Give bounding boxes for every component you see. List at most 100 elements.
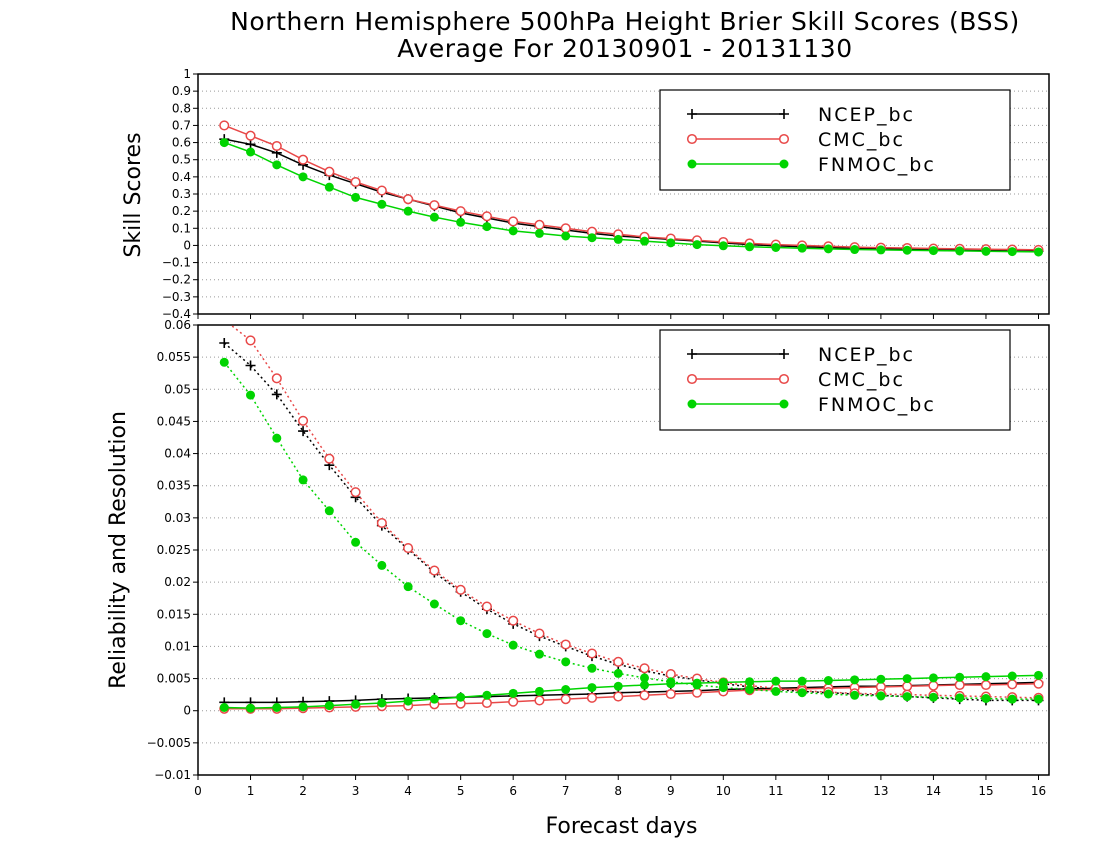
resolution-cmc-bc-point (429, 565, 440, 576)
fnmoc-bc-point (902, 245, 912, 255)
y-tick-label: 0.8 (172, 101, 191, 115)
fnmoc-bc-point (456, 217, 466, 227)
y-tick-label: −0.4 (162, 307, 191, 321)
resolution-cmc-bc-point (245, 335, 256, 346)
y-tick-label: 1 (183, 67, 191, 81)
legend-ncep-bc-marker (779, 349, 789, 359)
fnmoc-bc-point (692, 240, 702, 250)
cmc-bc-point (455, 206, 466, 217)
resolution-fnmoc-bc-point (823, 689, 833, 699)
plot-area (219, 120, 1044, 257)
reliability-fnmoc-bc-point (219, 703, 229, 712)
reliability-cmc-bc-point (1033, 678, 1044, 689)
fnmoc-bc-point (876, 245, 886, 255)
reliability-fnmoc-bc-point (1007, 671, 1017, 681)
reliability-cmc-bc-point (902, 681, 913, 692)
fnmoc-bc-point (613, 234, 623, 244)
legend: NCEP_bc CMC_bc FNMOC_bc (659, 329, 1011, 431)
reliability-cmc-bc-point (613, 691, 624, 702)
fnmoc-bc-point (1033, 247, 1043, 257)
cmc-bc-point (376, 185, 387, 196)
x-tick-label: 4 (404, 784, 412, 798)
fnmoc-bc-point (850, 245, 860, 255)
fnmoc-bc-point (534, 228, 544, 238)
legend-fnmoc-bc-marker (779, 399, 789, 409)
plot-frame (197, 324, 1050, 776)
y-tick-label: 0.055 (157, 350, 191, 364)
fnmoc-bc-point (324, 182, 334, 192)
reliability-fnmoc-bc-point (456, 692, 466, 702)
resolution-cmc-bc-point (271, 373, 282, 384)
cmc-bc-point (271, 140, 282, 152)
chart-subtitle: Average For 20130901 - 20131130 (397, 34, 853, 63)
y-tick-label: 0.015 (157, 607, 191, 621)
reliability-cmc-bc-point (691, 687, 703, 698)
x-tick-label: 14 (926, 784, 941, 798)
reliability-fnmoc-bc-point (429, 694, 439, 704)
resolution-fnmoc-bc-point (981, 694, 991, 703)
y-tick-label: 0.025 (157, 543, 191, 557)
y-tick-label: −0.3 (162, 290, 191, 304)
chart-title: Northern Hemisphere 500hPa Height Brier … (230, 7, 1020, 36)
reliability-fnmoc-bc-point (534, 686, 544, 696)
legend-ncep-bc-label: NCEP_bc (818, 344, 915, 366)
fnmoc-bc-point (403, 206, 413, 216)
legend-ncep-bc-marker (687, 109, 697, 119)
resolution-fnmoc-bc-point (1033, 694, 1043, 704)
resolution-fnmoc-bc-point (771, 686, 781, 696)
y-tick-label: 0.6 (172, 136, 191, 150)
fnmoc-bc-point (955, 246, 965, 256)
resolution-cmc-bc-point (376, 517, 387, 529)
resolution-cmc-bc-point (403, 543, 414, 554)
cmc-bc-point (298, 154, 309, 165)
y-tick-label: 0.045 (157, 414, 191, 428)
cmc-bc-point (508, 216, 519, 227)
plot-frame (197, 73, 1050, 315)
resolution-fnmoc-bc-point (534, 649, 544, 659)
reliability-cmc-bc-point (586, 692, 598, 703)
y-tick-label: 0 (183, 704, 191, 718)
resolution-cmc-bc-point (324, 453, 335, 464)
y-tick-label: 0.9 (172, 84, 191, 98)
resolution-fnmoc-bc-point (613, 668, 623, 678)
reliability-fnmoc-bc-point (1033, 670, 1043, 680)
x-axis-label: Forecast days (545, 814, 697, 839)
fnmoc-bc-point (272, 160, 282, 170)
legend-fnmoc-bc-marker (687, 159, 697, 169)
y-tick-label: −0.005 (147, 736, 191, 750)
y-axis-label: Reliability and Resolution (106, 411, 131, 689)
reliability-fnmoc-bc-point (272, 703, 282, 712)
y-tick-label: −0.2 (162, 273, 191, 287)
resolution-fnmoc-bc-point (377, 560, 387, 570)
y-axis-label: Skill Scores (121, 132, 146, 257)
x-tick-label: 1 (247, 784, 255, 798)
legend-fnmoc-bc-marker (687, 399, 697, 409)
reliability-fnmoc-bc-point (745, 677, 755, 687)
fnmoc-bc-point (377, 199, 387, 209)
resolution-fnmoc-bc-point (587, 663, 597, 673)
resolution-fnmoc-bc-point (429, 599, 439, 609)
x-tick-label: 5 (457, 784, 465, 798)
resolution-fnmoc-bc-point (403, 582, 413, 592)
resolution-fnmoc-bc-point (928, 692, 938, 702)
reliability-cmc-bc-point (639, 690, 650, 701)
y-tick-label: 0.3 (172, 187, 191, 201)
legend-box (659, 329, 1011, 431)
reliability-cmc-bc-point (665, 688, 676, 700)
cmc-bc-point (481, 211, 492, 222)
reliability-fnmoc-bc-point (377, 698, 387, 708)
resolution-fnmoc-bc-point (955, 693, 965, 703)
resolution-fnmoc-bc-point (666, 677, 676, 687)
x-tick-label: 15 (978, 784, 993, 798)
reliability-cmc-bc-point (1007, 679, 1018, 690)
plot-area (219, 325, 1044, 714)
cmc-bc-point (429, 200, 440, 211)
reliability-fnmoc-bc-point (771, 676, 781, 686)
legend-cmc-bc-marker (778, 133, 790, 145)
reliability-fnmoc-bc-point (351, 699, 361, 709)
x-tick-label: 3 (352, 784, 360, 798)
y-tick-label: 0.2 (172, 204, 191, 218)
resolution-fnmoc-bc-point (351, 537, 361, 547)
legend-ncep-bc-label: NCEP_bc (818, 104, 915, 126)
